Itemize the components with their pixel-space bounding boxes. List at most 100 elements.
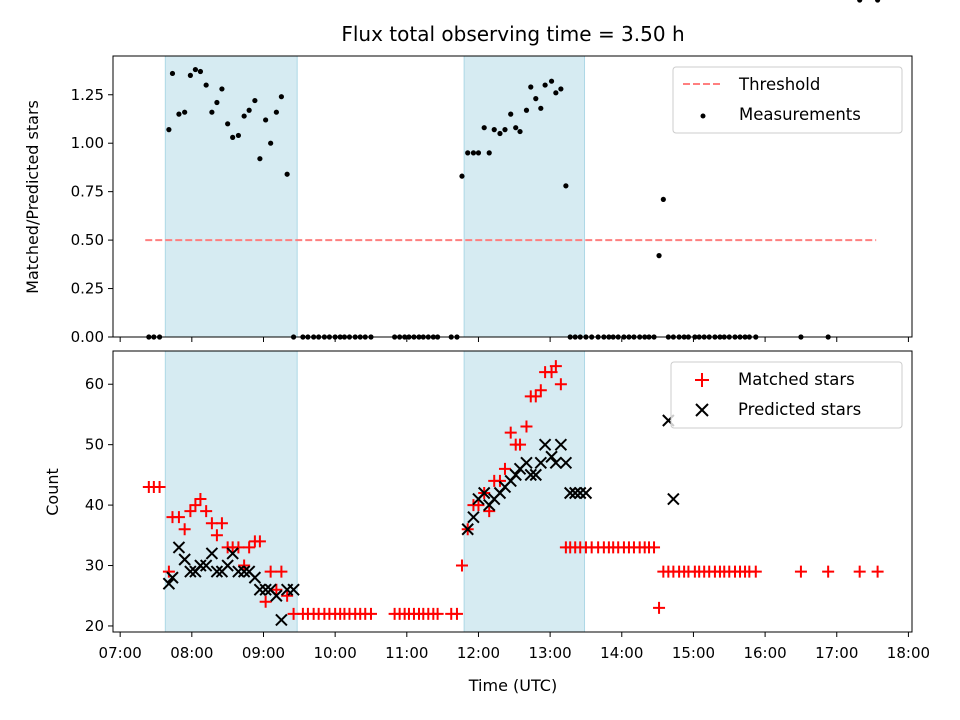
measurement-point xyxy=(203,82,209,88)
measurement-point xyxy=(230,134,236,140)
measurement-point xyxy=(875,0,881,3)
measurement-point xyxy=(470,150,477,156)
bottom-legend: Matched stars Predicted stars xyxy=(670,361,903,429)
legend-matched-label: Matched stars xyxy=(738,370,855,389)
predicted-star-marker xyxy=(184,565,197,578)
top-shaded-intervals xyxy=(164,55,586,338)
measurement-point xyxy=(169,70,176,77)
measurement-point xyxy=(558,86,564,92)
bottom-ytick-label-2: 40 xyxy=(85,496,104,514)
bottom-ytick-label-0: 20 xyxy=(85,617,104,635)
top-ytick-label-1: 0.25 xyxy=(71,280,104,298)
predicted-star-marker xyxy=(237,565,251,578)
predicted-star-marker xyxy=(549,456,563,470)
predicted-star-marker xyxy=(194,559,207,572)
matched-star-marker xyxy=(493,474,506,487)
top-x-ticks xyxy=(119,337,909,342)
matched-star-marker xyxy=(178,523,191,536)
matched-star-marker xyxy=(822,565,835,578)
measurement-point xyxy=(252,97,258,104)
measurement-point xyxy=(284,171,290,177)
matched-star-marker xyxy=(275,565,288,578)
bottom-xtick-label-10: 17:00 xyxy=(815,644,858,662)
matched-star-marker xyxy=(264,565,277,578)
bottom-xtick-label-3: 10:00 xyxy=(314,644,357,662)
predicted-star-marker xyxy=(568,486,582,500)
measurement-point xyxy=(187,72,193,78)
measurement-point xyxy=(528,84,534,90)
predicted-star-marker xyxy=(270,589,283,602)
predicted-star-marker xyxy=(162,577,176,590)
measurement-point xyxy=(235,132,242,139)
measurement-point xyxy=(513,125,519,131)
measurement-point xyxy=(656,253,662,259)
predicted-star-marker xyxy=(253,583,267,596)
top-axes-frame xyxy=(112,55,913,338)
matched-star-marker xyxy=(520,420,533,433)
matched-star-marker xyxy=(364,607,377,620)
bottom-xtick-label-8: 15:00 xyxy=(672,644,715,662)
bottom-xtick-label-1: 08:00 xyxy=(170,644,213,662)
matched-star-marker xyxy=(534,384,547,397)
top-ytick-label-5: 1.25 xyxy=(71,86,104,104)
matched-star-marker xyxy=(648,541,661,554)
measurement-point xyxy=(273,109,279,115)
measurement-point xyxy=(475,150,482,156)
top-shade-1 xyxy=(463,55,586,338)
top-y-axis-label: Matched/Predicted stars xyxy=(23,100,42,294)
bottom-xtick-label-11: 18:00 xyxy=(887,644,930,662)
bottom-xtick-label-9: 16:00 xyxy=(743,644,786,662)
predicted-star-marker xyxy=(226,547,239,560)
bottom-xtick-label-0: 07:00 xyxy=(99,644,142,662)
measurement-point xyxy=(517,128,523,135)
bottom-y-axis: 20 30 40 50 60 xyxy=(85,375,113,635)
measurement-point xyxy=(508,111,514,117)
matched-star-marker xyxy=(270,583,283,596)
predicted-star-marker xyxy=(287,583,300,596)
matched-star-marker xyxy=(483,505,496,518)
chart-title: Flux total observing time = 3.50 h xyxy=(341,22,684,46)
measurement-point xyxy=(502,127,508,133)
matched-star-marker xyxy=(189,499,202,512)
measurement-point xyxy=(182,109,188,115)
measurement-point xyxy=(857,0,863,3)
measurement-point xyxy=(542,82,548,88)
predicted-star-marker xyxy=(554,438,568,451)
matched-star-marker xyxy=(749,565,762,578)
measurement-point xyxy=(192,66,199,73)
predicted-star-marker xyxy=(275,613,288,627)
measurement-point xyxy=(225,121,231,127)
matched-star-marker xyxy=(554,378,567,391)
matched-star-marker xyxy=(172,511,185,524)
matched-star-marker xyxy=(259,595,272,608)
matched-star-marker xyxy=(504,426,517,439)
matched-star-marker xyxy=(545,366,558,379)
predicted-star-marker xyxy=(563,486,577,500)
predicted-star-marker xyxy=(545,450,558,463)
bottom-xtick-label-6: 13:00 xyxy=(529,644,572,662)
measurement-point xyxy=(497,130,503,137)
bottom-axes-frame xyxy=(112,350,913,633)
predicted-star-marker xyxy=(520,456,533,470)
matched-star-marker xyxy=(529,390,542,403)
top-ytick-label-3: 0.75 xyxy=(71,183,104,201)
measurement-point xyxy=(538,105,544,111)
top-ytick-label-2: 0.50 xyxy=(71,231,104,249)
predicted-star-marker xyxy=(574,486,587,500)
measurement-point xyxy=(166,127,172,133)
measurement-point xyxy=(241,113,247,119)
matched-star-marker xyxy=(184,505,197,518)
predicted-star-marker xyxy=(205,547,219,560)
matched-star-marker xyxy=(281,589,294,602)
measurement-point xyxy=(523,107,530,113)
top-ytick-label-0: 0.00 xyxy=(71,328,104,346)
matched-star-marker xyxy=(232,541,245,554)
predicted-star-marker xyxy=(467,510,480,524)
matched-star-marker xyxy=(794,565,807,578)
measurement-point xyxy=(176,111,182,117)
matched-star-marker xyxy=(200,505,213,518)
measurement-point xyxy=(268,140,274,146)
measurement-point xyxy=(486,150,492,156)
matched-star-marker xyxy=(853,565,866,578)
